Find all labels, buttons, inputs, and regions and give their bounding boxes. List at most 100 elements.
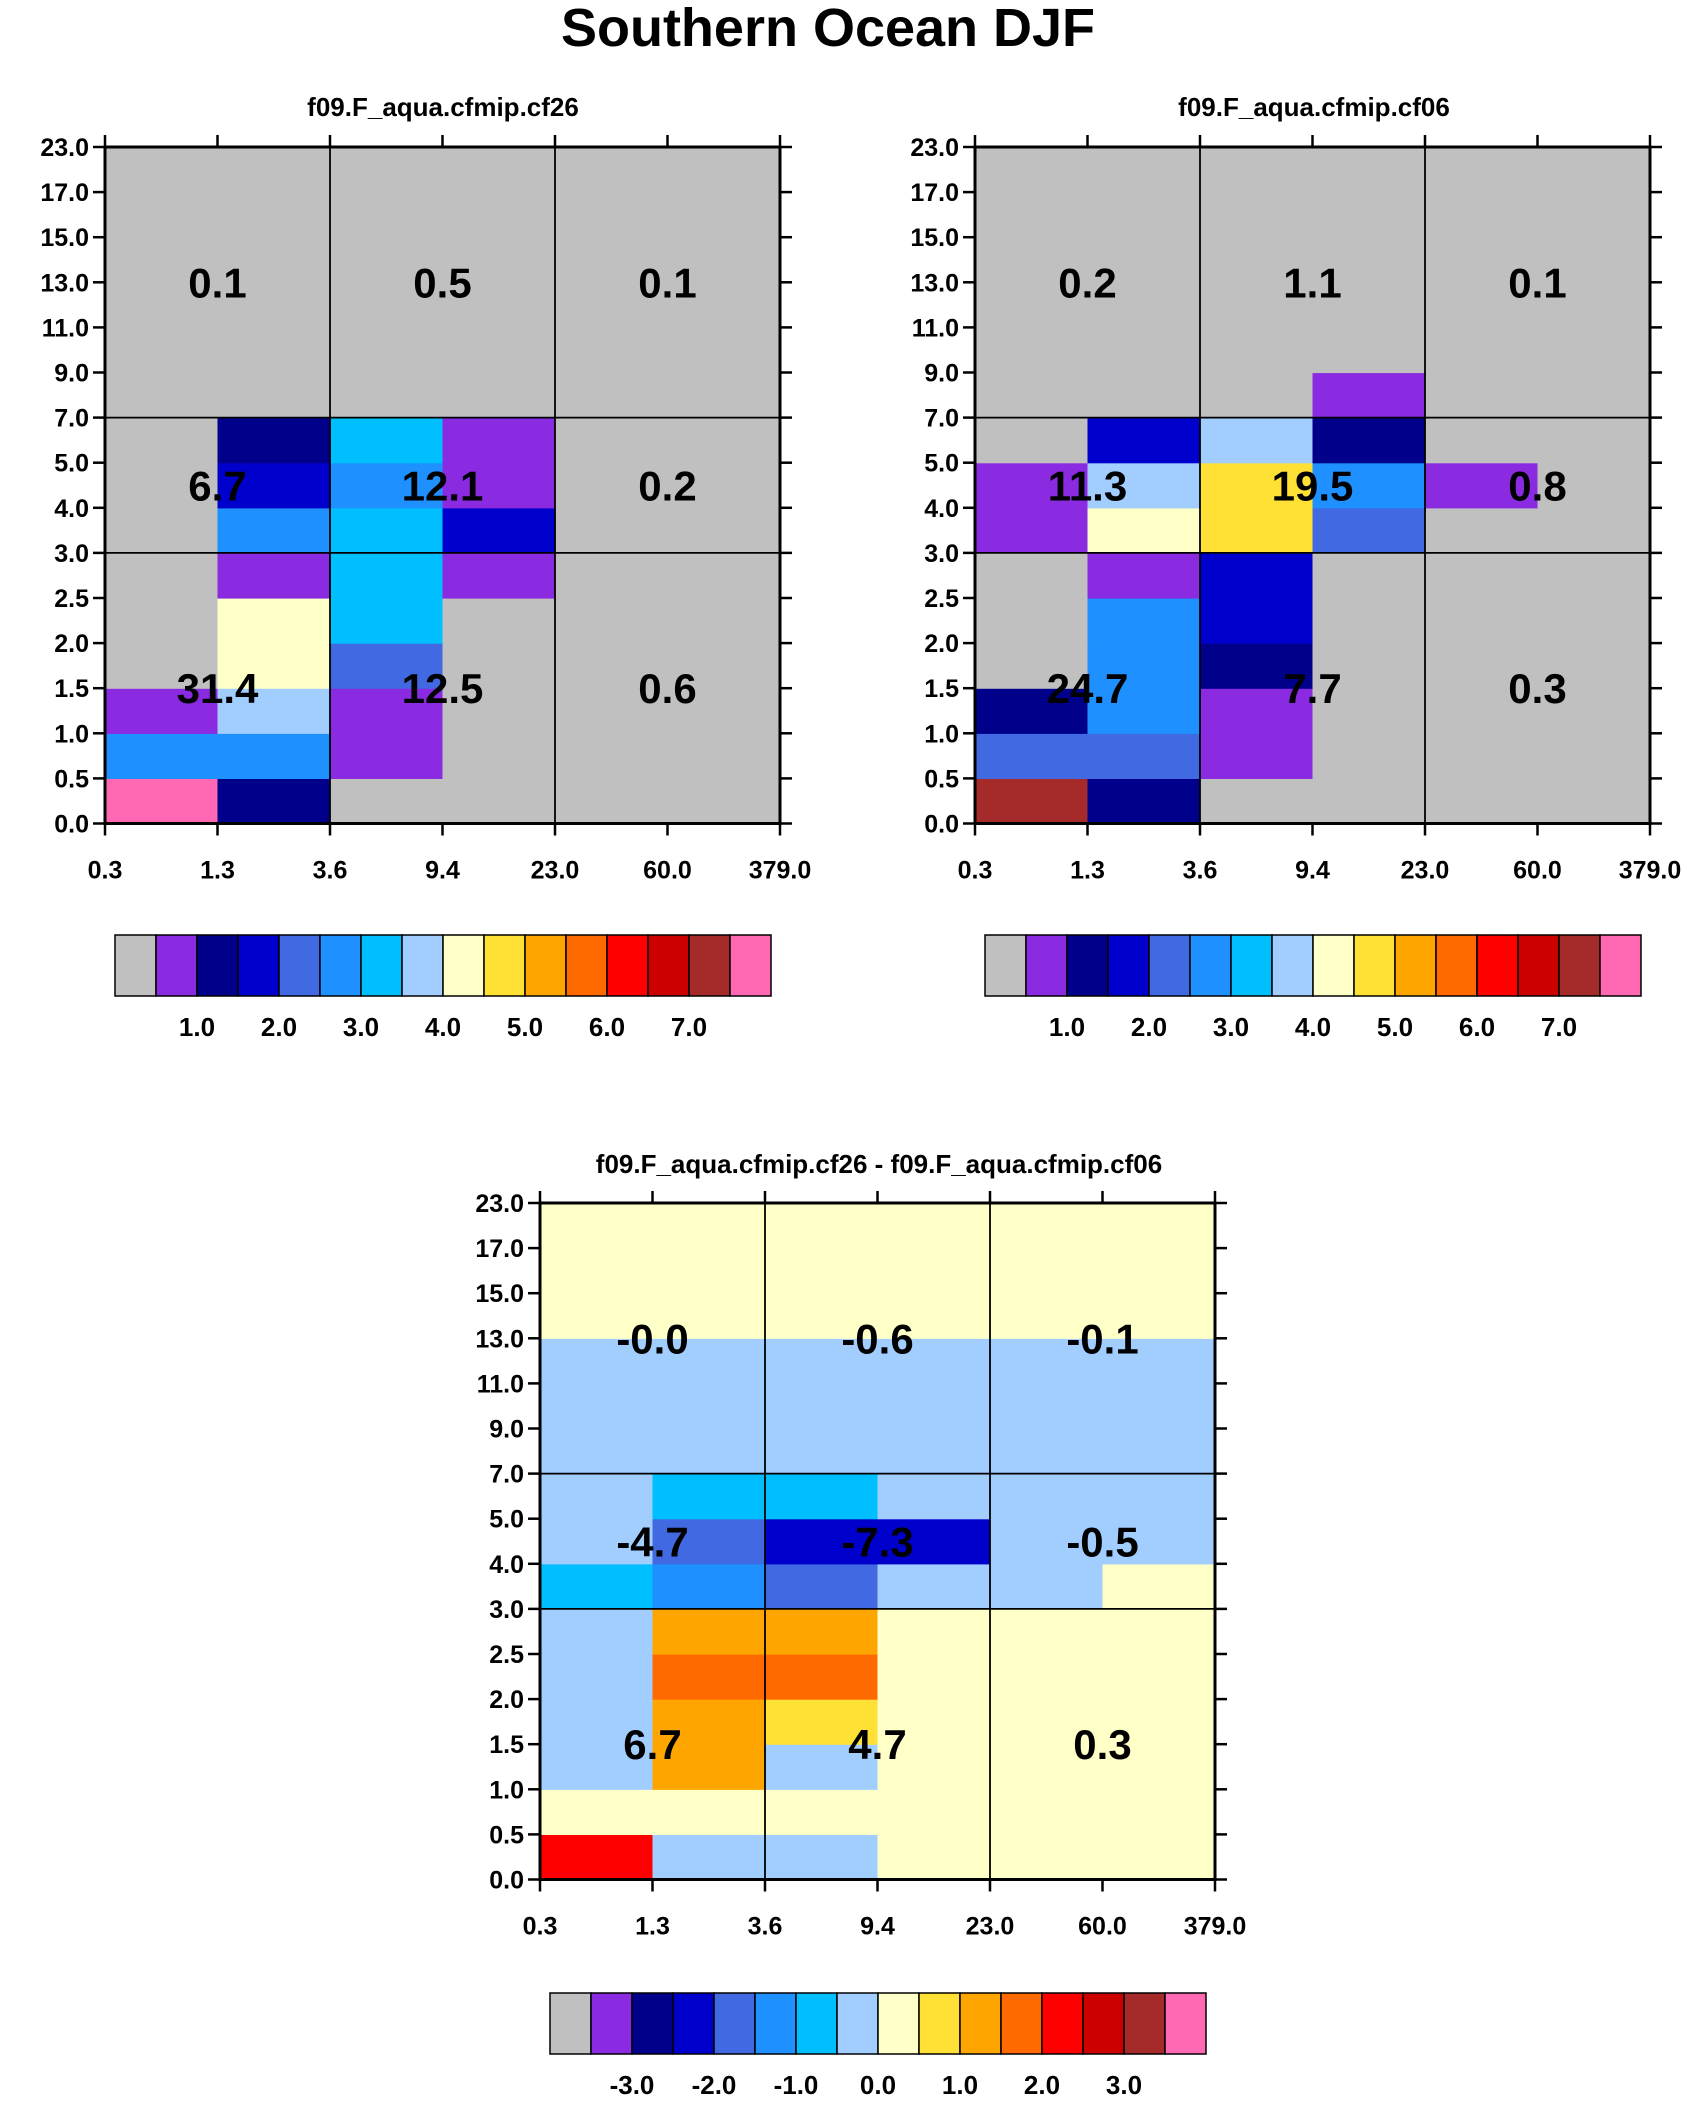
colorbar-label: 1.0 xyxy=(179,1012,215,1042)
colorbar-swatch xyxy=(196,934,239,997)
block-value-label: 19.5 xyxy=(1272,462,1354,509)
colorbar-label: -3.0 xyxy=(610,2070,655,2100)
x-tick-label: 3.6 xyxy=(313,857,348,885)
heatmap-cell xyxy=(442,282,556,328)
heatmap-cell xyxy=(652,1834,766,1881)
colorbar-swatch xyxy=(1394,934,1437,997)
heatmap-cell xyxy=(1087,643,1201,689)
colorbar-swatch xyxy=(672,1992,715,2055)
x-tick-label: 60.0 xyxy=(643,857,692,885)
heatmap-cell xyxy=(330,147,444,193)
x-tick-label: 3.6 xyxy=(748,1913,783,1941)
heatmap-cell xyxy=(105,688,219,734)
colorbar-swatch xyxy=(1271,934,1314,997)
plot-frame xyxy=(963,135,1662,836)
colorbar-swatch xyxy=(1148,934,1191,997)
y-tick-label: 3.0 xyxy=(54,540,89,568)
panel-difference: f09.F_aqua.cfmip.cf26 - f09.F_aqua.cfmip… xyxy=(475,1149,1246,2100)
heatmap-cell xyxy=(1425,372,1539,419)
y-tick-label: 9.0 xyxy=(924,360,959,388)
heatmap-cell xyxy=(1425,643,1539,689)
colorbar-swatch xyxy=(483,934,526,997)
heatmap-cell xyxy=(975,147,1089,193)
colorbar-swatch xyxy=(647,934,690,997)
x-tick-label: 23.0 xyxy=(531,857,580,885)
heatmap-cell xyxy=(765,1203,879,1249)
heatmap-cell xyxy=(217,688,331,734)
heatmap-cell xyxy=(105,643,219,689)
heatmap-cell xyxy=(1425,147,1539,193)
heatmap-cell xyxy=(217,643,331,689)
heatmap-cell xyxy=(990,1744,1104,1790)
heatmap-cell xyxy=(667,282,781,328)
heatmap-cell xyxy=(442,417,556,464)
colorbar-label: 3.0 xyxy=(343,1012,379,1042)
y-tick-label: 15.0 xyxy=(475,1280,524,1308)
heatmap-cell xyxy=(975,688,1089,734)
colorbar-swatch xyxy=(918,1992,961,2055)
heatmap-cell xyxy=(990,1654,1104,1700)
heatmap-cell xyxy=(975,598,1089,644)
heatmap-cell xyxy=(877,1834,991,1881)
colorbar-swatch xyxy=(442,934,485,997)
heatmap-cell xyxy=(442,733,556,779)
colorbar-labels: 1.0 2.0 3.0 4.0 5.0 6.0 7.0 xyxy=(179,1012,707,1042)
x-tick-label: 0.3 xyxy=(523,1913,558,1941)
colorbar-label: 4.0 xyxy=(1295,1012,1331,1042)
heatmap-cell xyxy=(1425,417,1539,464)
heatmap-cell xyxy=(1087,552,1201,599)
heatmap-cell xyxy=(975,192,1089,238)
heatmap-cell xyxy=(105,552,219,599)
heatmap-cell xyxy=(217,462,331,509)
block-value-label: 7.7 xyxy=(1283,665,1341,712)
heatmap-cell xyxy=(1087,372,1201,419)
heatmap-cell xyxy=(555,643,669,689)
heatmap-cell xyxy=(1425,778,1539,825)
block-value-label: 31.4 xyxy=(177,665,259,712)
block-value-label: 0.1 xyxy=(188,259,246,306)
heatmap-cell xyxy=(1102,1699,1216,1745)
heatmap-cell xyxy=(1537,147,1651,193)
heatmap-cell xyxy=(877,1563,991,1610)
heatmap-cell xyxy=(667,417,781,464)
y-tick-label: 7.0 xyxy=(54,405,89,433)
heatmap-cell xyxy=(1200,327,1314,374)
colorbar-label: 3.0 xyxy=(1106,2070,1142,2100)
heatmap-cell xyxy=(1537,733,1651,779)
heatmap-cell xyxy=(652,1338,766,1384)
heatmap-cell xyxy=(652,1608,766,1655)
heatmap-cell xyxy=(652,1654,766,1700)
colorbar-label: 7.0 xyxy=(671,1012,707,1042)
heatmap-cell xyxy=(1425,598,1539,644)
heatmap-cell xyxy=(105,237,219,283)
heatmap-cell xyxy=(1102,1744,1216,1790)
heatmap-cell xyxy=(1312,733,1426,779)
colorbar-label: 0.0 xyxy=(860,2070,896,2100)
heatmap-cell xyxy=(555,778,669,825)
heatmap-cell xyxy=(990,1518,1104,1565)
heatmap-cell xyxy=(1312,552,1426,599)
heatmap-cell xyxy=(1425,282,1539,328)
heatmap-cell xyxy=(330,327,444,374)
colorbar-swatch xyxy=(1599,934,1642,997)
x-axis-labels: 0.3 1.3 3.6 9.4 23.0 60.0 379.0 xyxy=(88,857,812,885)
colorbar-label: -1.0 xyxy=(774,2070,819,2100)
y-tick-label: 23.0 xyxy=(40,134,89,162)
y-tick-label: 2.0 xyxy=(54,630,89,658)
heatmap-cell xyxy=(1200,552,1314,599)
colorbar-label: 2.0 xyxy=(1131,1012,1167,1042)
colorbar-swatch xyxy=(836,1992,879,2055)
heatmap-cell xyxy=(667,688,781,734)
y-tick-label: 5.0 xyxy=(924,450,959,478)
colorbar-swatch xyxy=(1025,934,1068,997)
heatmap-cell xyxy=(1200,192,1314,238)
colorbar-swatch xyxy=(155,934,198,997)
x-tick-label: 3.6 xyxy=(1183,857,1218,885)
heatmap-cell xyxy=(1312,147,1426,193)
figure-title: Southern Ocean DJF xyxy=(561,0,1095,58)
heatmap-cell xyxy=(1087,147,1201,193)
heatmap-cell xyxy=(105,282,219,328)
heatmap-cell xyxy=(975,643,1089,689)
heatmap-cell xyxy=(1312,192,1426,238)
